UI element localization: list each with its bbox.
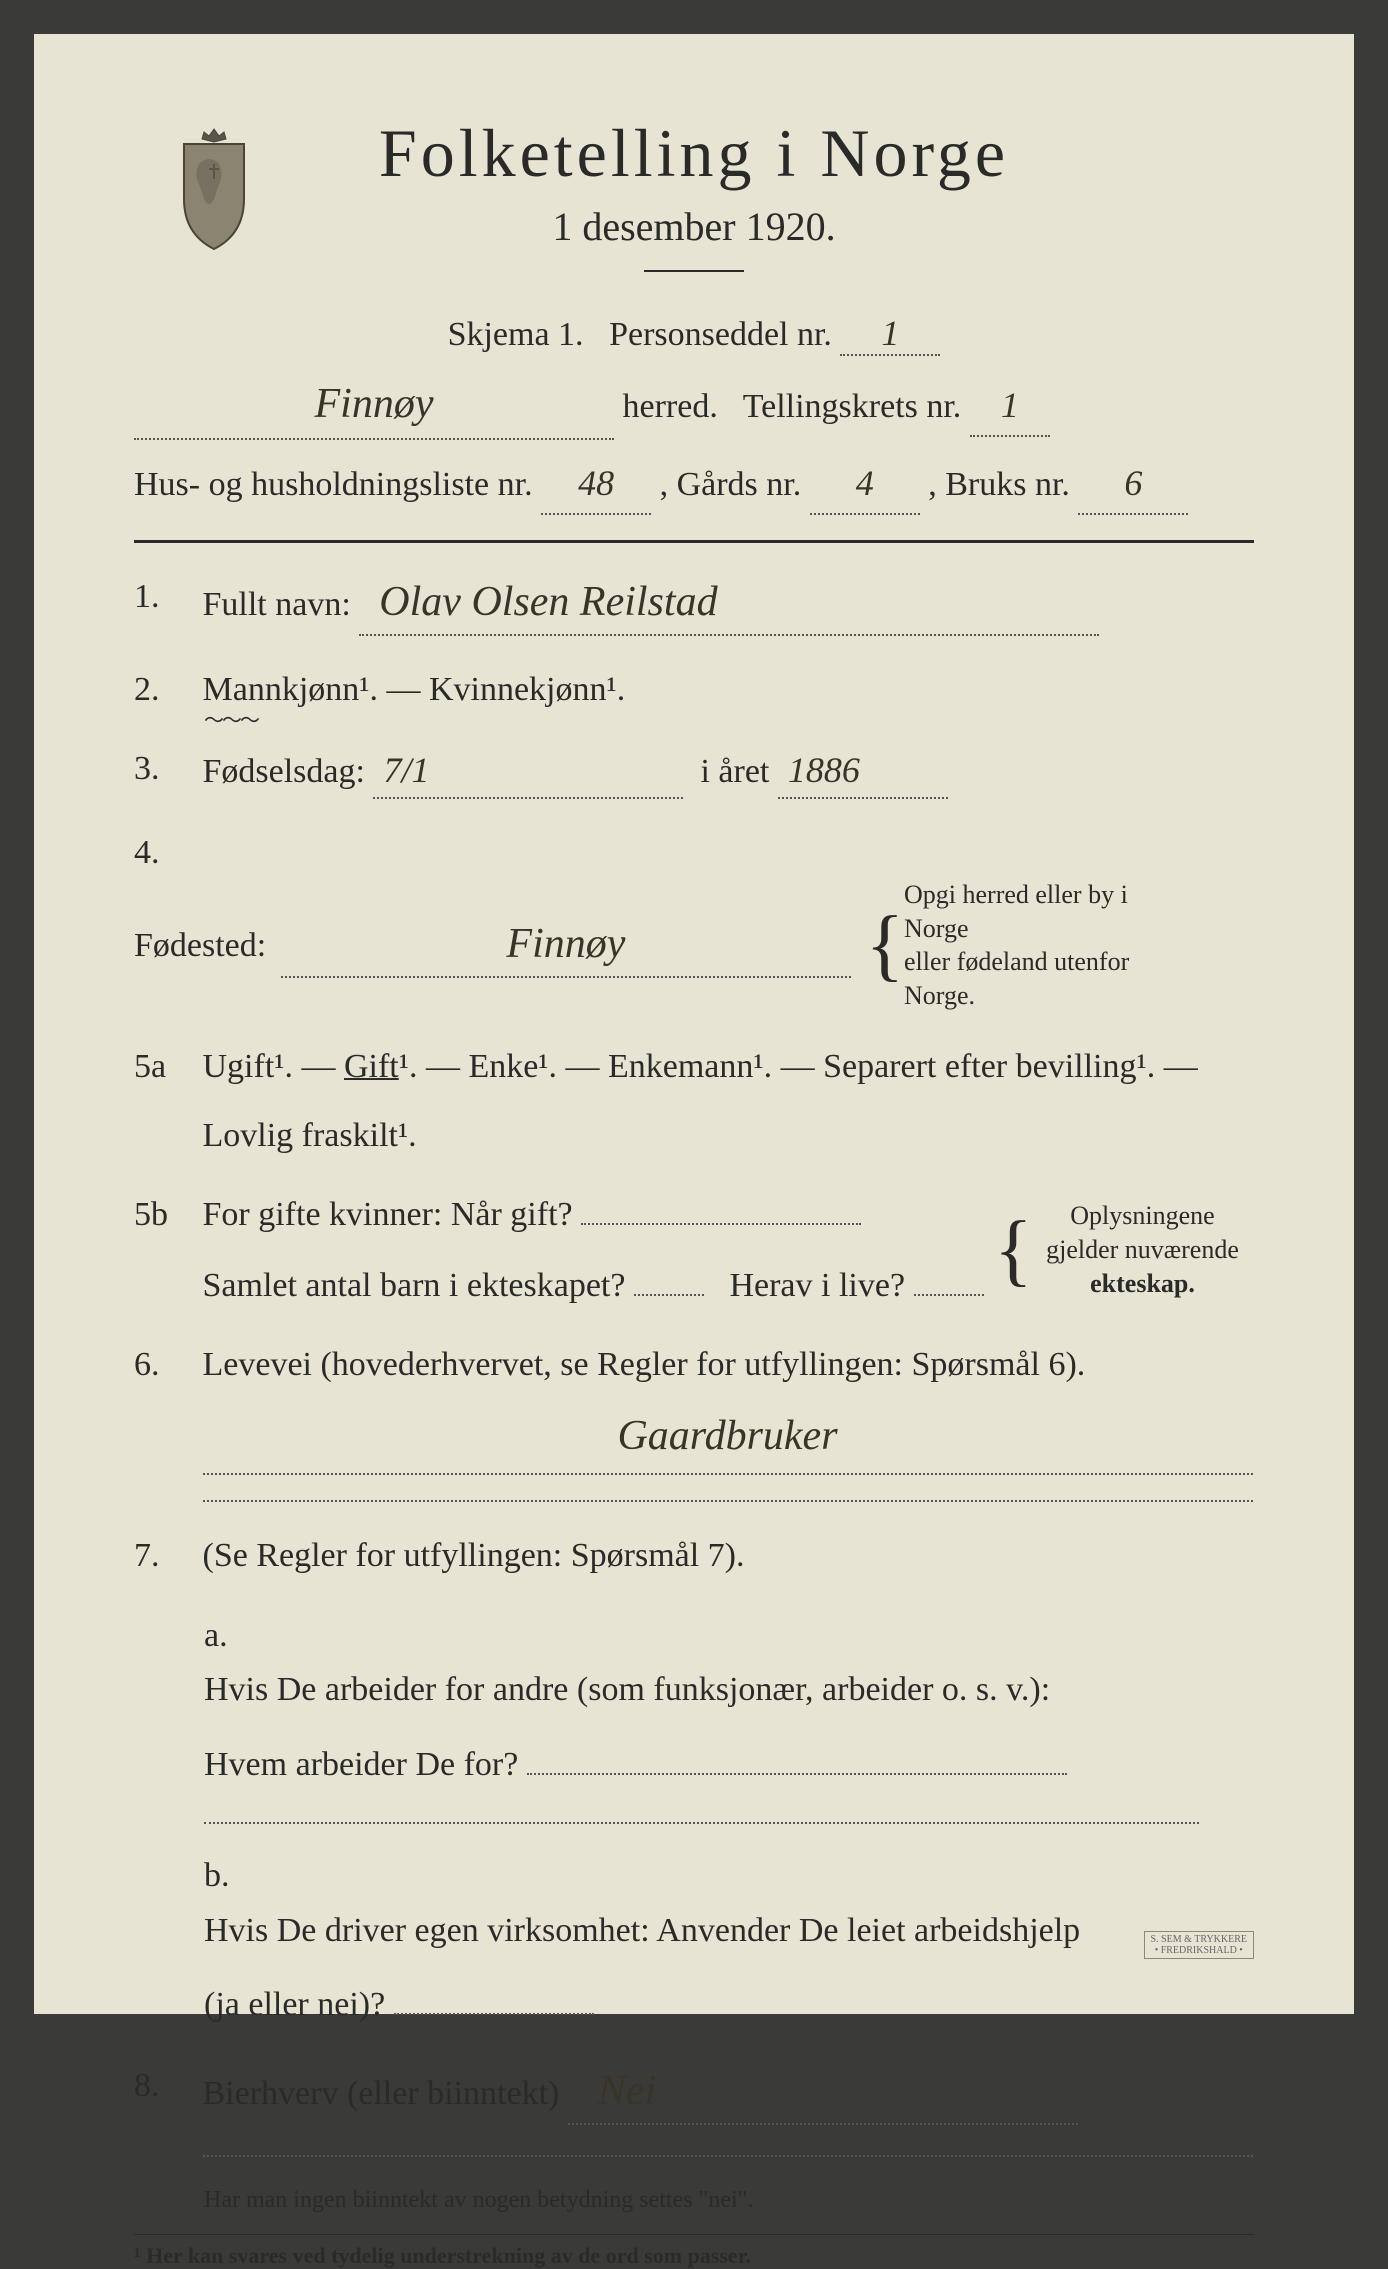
printer-line2: • FREDRIKSHALD • xyxy=(1155,1945,1243,1956)
question-4: 4. Fødested: Finnøy { Opgi herred eller … xyxy=(134,827,1254,1013)
gards-value: 4 xyxy=(810,455,920,515)
q6-num: 6. xyxy=(134,1339,194,1390)
q4-num: 4. xyxy=(134,827,194,878)
q3-label: Fødselsdag: xyxy=(203,753,365,790)
question-7b: b. Hvis De driver egen virksomhet: Anven… xyxy=(204,1849,1254,2032)
form-header: Folketelling i Norge 1 desember 1920. xyxy=(134,114,1254,272)
q3-day: 7/1 xyxy=(373,743,683,799)
q1-value: Olav Olsen Reilstad xyxy=(359,571,1099,636)
q8-value: Nei xyxy=(568,2060,1078,2125)
footnote-rule-text: ¹ Her kan svares ved tydelig understrekn… xyxy=(134,2243,751,2268)
schema-label: Skjema 1. xyxy=(448,316,584,353)
q5b-note-1: Oplysningene xyxy=(1070,1201,1214,1230)
q4-note: Opgi herred eller by i Norge eller fødel… xyxy=(904,878,1184,1013)
footnote-rule: ¹ Her kan svares ved tydelig understrekn… xyxy=(134,2234,1254,2269)
q4-label: Fødested: xyxy=(134,920,266,971)
q4-note-1: Opgi herred eller by i Norge xyxy=(904,880,1128,943)
question-1: 1. Fullt navn: Olav Olsen Reilstad xyxy=(134,571,1254,636)
q8-num: 8. xyxy=(134,2060,194,2111)
q5b-label1: For gifte kvinner: Når gift? xyxy=(203,1196,573,1233)
q1-num: 1. xyxy=(134,571,194,622)
question-6: 6. Levevei (hovederhvervet, se Regler fo… xyxy=(134,1339,1254,1502)
herred-value: Finnøy xyxy=(134,371,614,440)
norway-coat-of-arms-icon xyxy=(164,124,264,254)
q7a-blank xyxy=(204,1822,1199,1824)
printer-mark: S. SEM & TRYKKERE • FREDRIKSHALD • xyxy=(1144,1931,1255,1959)
q1-label: Fullt navn: xyxy=(203,586,351,623)
herred-label: herred. xyxy=(623,388,718,425)
q7b-text2: (ja eller nei)? xyxy=(204,1986,385,2023)
form-date: 1 desember 1920. xyxy=(134,203,1254,250)
schema-line: Skjema 1. Personseddel nr. 1 xyxy=(134,312,1254,356)
q5b-note-3: ekteskap. xyxy=(1090,1269,1195,1298)
crest-svg xyxy=(164,124,264,254)
q7-num: 7. xyxy=(134,1530,194,1581)
q7b-text: Hvis De driver egen virksomhet: Anvender… xyxy=(204,1912,1080,1949)
question-3: 3. Fødselsdag: 7/1 i året 1886 xyxy=(134,743,1254,799)
q8-label: Bierhverv (eller biinntekt) xyxy=(203,2075,560,2112)
question-7: 7. (Se Regler for utfyllingen: Spørsmål … xyxy=(134,1530,1254,1581)
husliste-line: Hus- og husholdningsliste nr. 48 , Gårds… xyxy=(134,455,1254,515)
header-divider xyxy=(644,270,744,272)
q4-value: Finnøy xyxy=(281,913,850,978)
q5b-fill1 xyxy=(581,1223,861,1225)
q5b-label2: Samlet antal barn i ekteskapet? xyxy=(203,1267,626,1304)
q5a-line2: Lovlig fraskilt¹. xyxy=(203,1110,1253,1161)
q5b-note-2: gjelder nuværende xyxy=(1046,1235,1239,1264)
question-7a: a. Hvis De arbeider for andre (som funks… xyxy=(204,1609,1254,1824)
herred-line: Finnøy herred. Tellingskrets nr. 1 xyxy=(134,371,1254,440)
q5b-num: 5b xyxy=(134,1189,194,1240)
q7a-text: Hvis De arbeider for andre (som funksjon… xyxy=(204,1671,1050,1708)
footnote-nei: Har man ingen biinntekt av nogen betydni… xyxy=(204,2187,1254,2214)
census-form-page: Folketelling i Norge 1 desember 1920. Sk… xyxy=(34,34,1354,2014)
q6-blank-line xyxy=(203,1500,1253,1502)
tellingskrets-label: Tellingskrets nr. xyxy=(743,388,962,425)
q4-note-2: eller fødeland utenfor Norge. xyxy=(904,947,1129,1010)
q3-num: 3. xyxy=(134,743,194,794)
question-8: 8. Bierhverv (eller biinntekt) Nei xyxy=(134,2060,1254,2157)
q5b-note: Oplysningene gjelder nuværende ekteskap. xyxy=(1033,1199,1253,1300)
printer-line1: S. SEM & TRYKKERE xyxy=(1151,1934,1248,1945)
husliste-label: Hus- og husholdningsliste nr. xyxy=(134,466,533,503)
personseddel-label: Personseddel nr. xyxy=(609,316,832,353)
tellingskrets-value: 1 xyxy=(970,377,1050,437)
q7-label: (Se Regler for utfyllingen: Spørsmål 7). xyxy=(203,1537,745,1574)
q2-underline-mark: ～～～ xyxy=(204,706,258,736)
husliste-value: 48 xyxy=(541,455,651,515)
q7b-fill xyxy=(394,2013,594,2015)
form-title: Folketelling i Norge xyxy=(134,114,1254,193)
q7b-letter: b. xyxy=(204,1849,254,1903)
q5a-num: 5a xyxy=(134,1041,194,1092)
q3-year: 1886 xyxy=(778,743,948,799)
gards-label: , Gårds nr. xyxy=(660,466,802,503)
section-divider-1 xyxy=(134,540,1254,543)
question-2: 2. Mannkjønn¹. — Kvinnekjønn¹. ～～～ xyxy=(134,664,1254,715)
q5a-selected: Gift xyxy=(344,1048,399,1085)
brace-icon-2: { xyxy=(994,1218,1032,1282)
q6-label: Levevei (hovederhvervet, se Regler for u… xyxy=(203,1346,1086,1383)
bruks-label: , Bruks nr. xyxy=(928,466,1070,503)
q6-value: Gaardbruker xyxy=(203,1405,1253,1475)
q2-num: 2. xyxy=(134,664,194,715)
q3-year-label: i året xyxy=(700,753,769,790)
q5b-label3: Herav i live? xyxy=(729,1267,905,1304)
personseddel-value: 1 xyxy=(840,312,940,356)
bruks-value: 6 xyxy=(1078,455,1188,515)
question-5b: 5b For gifte kvinner: Når gift? Samlet a… xyxy=(134,1189,1254,1311)
q8-blank xyxy=(203,2155,1253,2157)
q5b-fill3 xyxy=(914,1294,984,1296)
q7a-fill xyxy=(527,1773,1067,1775)
q7a-text2: Hvem arbeider De for? xyxy=(204,1746,518,1783)
q5b-fill2 xyxy=(634,1294,704,1296)
q2-label: Mannkjønn¹. — Kvinnekjønn¹. xyxy=(203,671,626,708)
brace-icon: { xyxy=(866,913,904,977)
question-5a: 5a Ugift¹. — Gift¹. — Enke¹. — Enkemann¹… xyxy=(134,1041,1254,1161)
q7a-letter: a. xyxy=(204,1609,254,1663)
